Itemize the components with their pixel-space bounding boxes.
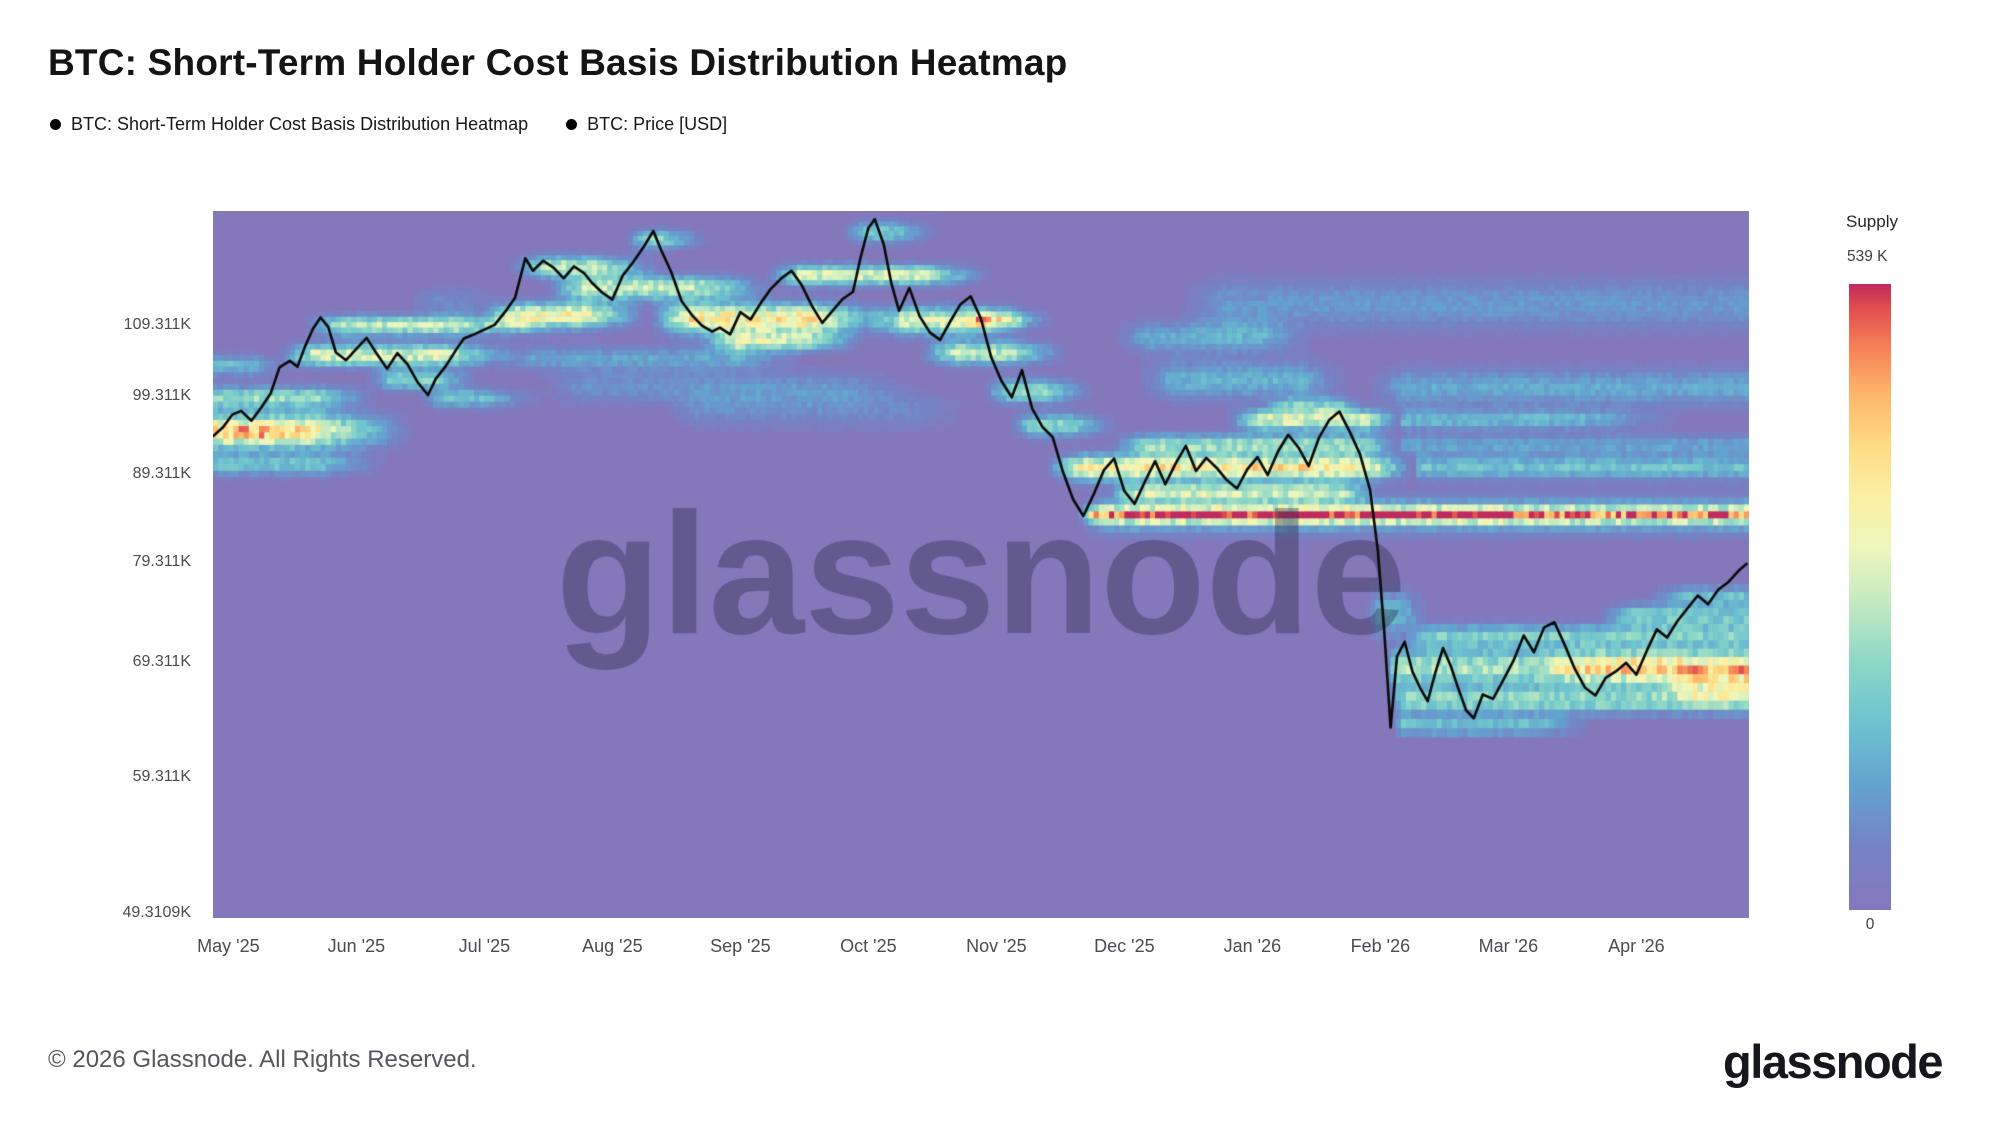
chart-legend: BTC: Short-Term Holder Cost Basis Distri… — [50, 114, 727, 135]
series-marker-dot-icon — [50, 119, 61, 130]
y-axis-tick-label: 79.311K — [132, 552, 191, 570]
colorbar-min-label: 0 — [1865, 916, 1875, 933]
x-axis-month-label: Jun '25 — [327, 936, 386, 956]
y-axis-tick-label: 49.3109K — [122, 904, 191, 922]
x-axis-month-label: May '25 — [197, 936, 260, 956]
series-marker-dot-icon — [566, 119, 578, 130]
legend-item-heatmap[interactable]: BTC: Short-Term Holder Cost Basis Distri… — [50, 114, 528, 135]
x-axis-month-label: Jul '25 — [458, 936, 511, 956]
copyright-text: © 2026 Glassnode. All Rights Reserved. — [48, 1046, 477, 1073]
legend-item-price[interactable]: BTC: Price [USD] — [566, 114, 727, 135]
x-axis-month-label: Mar '26 — [1478, 936, 1539, 956]
heatmap-plot-area[interactable] — [213, 211, 1749, 918]
x-axis-month-label: Oct '25 — [840, 936, 897, 956]
legend-label-price: BTC: Price [USD] — [587, 114, 728, 134]
x-axis-month-label: Nov '25 — [966, 936, 1027, 956]
heatmap-canvas — [213, 211, 1749, 918]
colorbar-title: Supply — [1846, 212, 1898, 231]
page-title: BTC: Short-Term Holder Cost Basis Distri… — [48, 42, 1068, 83]
x-axis-month-label: Dec '25 — [1094, 936, 1155, 956]
y-axis-tick-label: 89.311K — [132, 465, 191, 483]
y-axis-tick-label: 69.311K — [132, 652, 191, 670]
y-axis-tick-label: 109.311K — [123, 315, 191, 333]
x-axis-month-label: Feb '26 — [1350, 936, 1411, 956]
colorbar-gradient — [1849, 284, 1891, 910]
x-axis-month-label: Apr '26 — [1608, 936, 1665, 956]
y-axis-tick-label: 59.311K — [132, 767, 191, 785]
x-axis-month-label: Jan '26 — [1223, 936, 1282, 956]
y-axis-tick-label: 99.311K — [132, 386, 191, 404]
glassnode-logo: glassnode — [1723, 1035, 1943, 1088]
x-axis-month-label: Sep '25 — [710, 936, 771, 956]
legend-label-heatmap: BTC: Short-Term Holder Cost Basis Distri… — [71, 114, 529, 134]
x-axis-month-label: Aug '25 — [582, 936, 643, 956]
colorbar-max-label: 539 K — [1847, 248, 1888, 265]
